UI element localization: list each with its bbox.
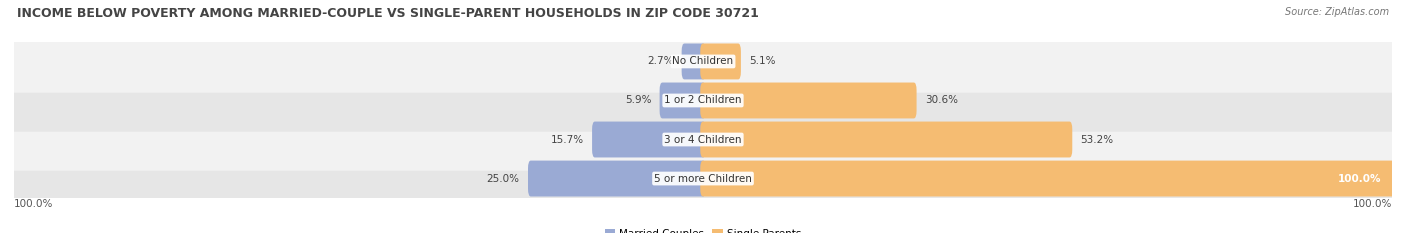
Text: 53.2%: 53.2% [1081,134,1114,144]
Text: 100.0%: 100.0% [14,199,53,209]
FancyBboxPatch shape [10,69,1396,132]
Text: 15.7%: 15.7% [551,134,583,144]
Text: 30.6%: 30.6% [925,96,957,106]
Text: 100.0%: 100.0% [1337,174,1381,184]
Text: No Children: No Children [672,56,734,66]
FancyBboxPatch shape [700,82,917,118]
FancyBboxPatch shape [529,161,706,196]
Text: Source: ZipAtlas.com: Source: ZipAtlas.com [1285,7,1389,17]
Text: 100.0%: 100.0% [1353,199,1392,209]
FancyBboxPatch shape [700,161,1395,196]
FancyBboxPatch shape [700,122,1073,158]
FancyBboxPatch shape [592,122,706,158]
FancyBboxPatch shape [10,108,1396,171]
Text: 5.9%: 5.9% [624,96,651,106]
FancyBboxPatch shape [10,147,1396,210]
FancyBboxPatch shape [659,82,706,118]
Text: 5.1%: 5.1% [749,56,776,66]
FancyBboxPatch shape [10,30,1396,93]
Text: 25.0%: 25.0% [486,174,520,184]
Text: INCOME BELOW POVERTY AMONG MARRIED-COUPLE VS SINGLE-PARENT HOUSEHOLDS IN ZIP COD: INCOME BELOW POVERTY AMONG MARRIED-COUPL… [17,7,759,20]
FancyBboxPatch shape [682,44,706,79]
Text: 3 or 4 Children: 3 or 4 Children [664,134,742,144]
Legend: Married Couples, Single Parents: Married Couples, Single Parents [600,224,806,233]
FancyBboxPatch shape [700,44,741,79]
Text: 5 or more Children: 5 or more Children [654,174,752,184]
Text: 1 or 2 Children: 1 or 2 Children [664,96,742,106]
Text: 2.7%: 2.7% [647,56,673,66]
